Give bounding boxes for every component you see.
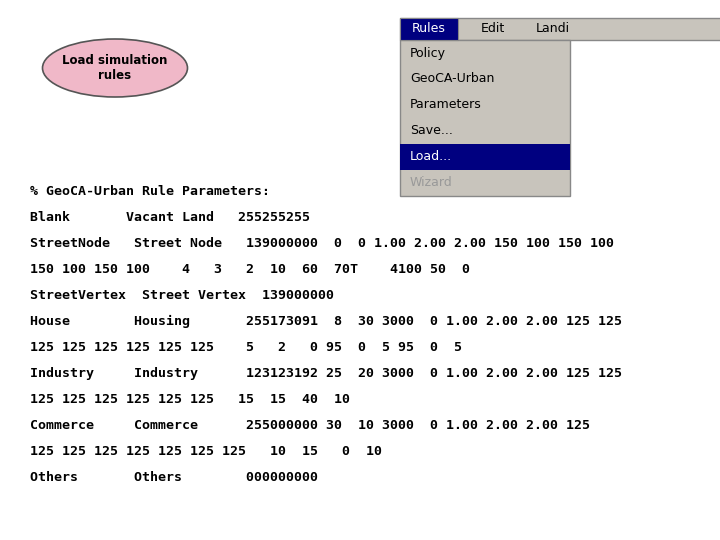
Text: GeoCA-Urban: GeoCA-Urban [410,72,495,85]
FancyBboxPatch shape [400,40,570,196]
Text: Policy: Policy [410,46,446,59]
Text: Load...: Load... [410,151,452,164]
Text: Landi: Landi [536,23,570,36]
Text: 125 125 125 125 125 125   15  15  40  10: 125 125 125 125 125 125 15 15 40 10 [30,393,350,406]
FancyBboxPatch shape [400,18,720,40]
Text: 125 125 125 125 125 125    5   2   0 95  0  5 95  0  5: 125 125 125 125 125 125 5 2 0 95 0 5 95 … [30,341,462,354]
Text: Industry     Industry      123123192 25  20 3000  0 1.00 2.00 2.00 125 125: Industry Industry 123123192 25 20 3000 0… [30,367,622,380]
FancyBboxPatch shape [400,18,458,40]
Text: 125 125 125 125 125 125 125   10  15   0  10: 125 125 125 125 125 125 125 10 15 0 10 [30,445,382,458]
Text: 150 100 150 100    4   3   2  10  60  70T    4100 50  0: 150 100 150 100 4 3 2 10 60 70T 4100 50 … [30,263,470,276]
Text: Rules: Rules [412,23,446,36]
Text: StreetVertex  Street Vertex  139000000: StreetVertex Street Vertex 139000000 [30,289,334,302]
FancyBboxPatch shape [400,144,570,170]
Text: Parameters: Parameters [410,98,482,111]
Text: Load simulation
rules: Load simulation rules [63,54,168,82]
Text: Wizard: Wizard [410,177,453,190]
Ellipse shape [42,39,187,97]
Text: StreetNode   Street Node   139000000  0  0 1.00 2.00 2.00 150 100 150 100: StreetNode Street Node 139000000 0 0 1.0… [30,237,614,250]
Text: Save...: Save... [410,125,453,138]
Text: Others       Others        000000000: Others Others 000000000 [30,471,318,484]
Text: Commerce     Commerce      255000000 30  10 3000  0 1.00 2.00 2.00 125: Commerce Commerce 255000000 30 10 3000 0… [30,419,590,432]
Text: Edit: Edit [481,23,505,36]
Text: Blank       Vacant Land   255255255: Blank Vacant Land 255255255 [30,211,310,224]
Text: House        Housing       255173091  8  30 3000  0 1.00 2.00 2.00 125 125: House Housing 255173091 8 30 3000 0 1.00… [30,315,622,328]
Text: % GeoCA-Urban Rule Parameters:: % GeoCA-Urban Rule Parameters: [30,185,270,198]
